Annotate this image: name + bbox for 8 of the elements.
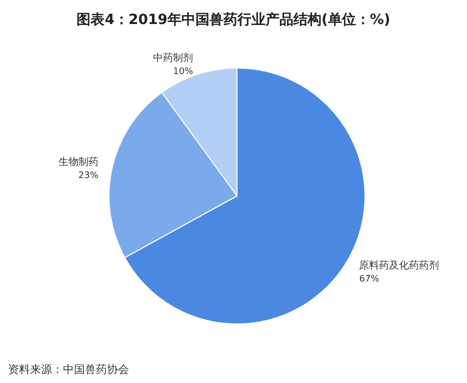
slice-label: 原料药及化药药剂 bbox=[359, 259, 440, 272]
data-label: 67% bbox=[359, 274, 380, 284]
slice-label: 生物制药 bbox=[58, 156, 98, 168]
slice-label: 中药制剂 bbox=[153, 52, 194, 64]
data-label: 10% bbox=[173, 66, 194, 77]
data-label: 23% bbox=[78, 171, 99, 182]
chart-title: 图表4：2019年中国兽药行业产品结构(单位：%) bbox=[76, 11, 390, 28]
text: 资料来源：中国兽药协会 bbox=[8, 363, 129, 376]
